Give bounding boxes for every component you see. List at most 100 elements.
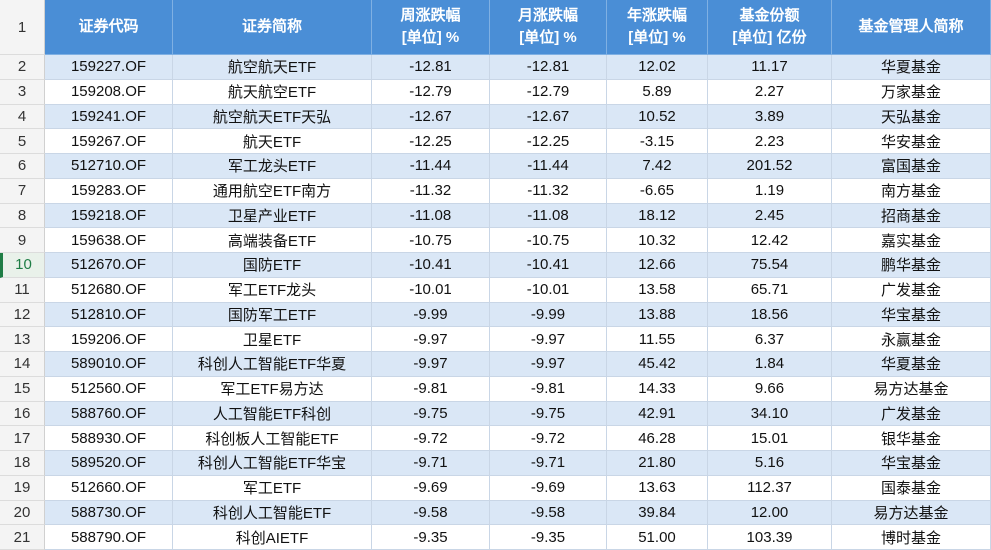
row-number: 1 <box>0 0 45 55</box>
header-unit: [单位] % <box>401 29 460 46</box>
table-cell: -9.35 <box>372 525 490 550</box>
table-cell: -9.97 <box>372 352 490 377</box>
table-cell: 6.37 <box>708 327 832 352</box>
header-unit: [单位] % <box>519 29 577 46</box>
table-cell: -9.81 <box>490 376 607 402</box>
table-cell: 12.00 <box>708 500 832 526</box>
row-number: 12 <box>0 302 45 328</box>
header-title: 月涨跌幅 <box>517 7 578 24</box>
table-cell: 2.27 <box>708 79 832 105</box>
table-cell: 13.88 <box>607 302 708 328</box>
row-number: 7 <box>0 178 45 204</box>
table-cell: 201.52 <box>708 154 832 179</box>
table-cell: 34.10 <box>708 401 832 427</box>
row-number: 11 <box>0 277 45 303</box>
table-cell: 588930.OF <box>45 426 173 451</box>
row-number: 8 <box>0 203 45 229</box>
table-cell: -9.99 <box>490 302 607 328</box>
table-cell: 银华基金 <box>832 426 991 451</box>
column-header: 年涨跌幅 [单位] % <box>607 0 708 55</box>
row-number: 13 <box>0 327 45 352</box>
row-number: 3 <box>0 79 45 105</box>
header-unit: [单位] % <box>628 29 686 46</box>
table-cell: 卫星产业ETF <box>173 203 372 229</box>
table-cell: 华宝基金 <box>832 302 991 328</box>
table-cell: 1.19 <box>708 178 832 204</box>
table-cell: 159218.OF <box>45 203 173 229</box>
table-cell: 13.58 <box>607 277 708 303</box>
table-cell: 华宝基金 <box>832 451 991 476</box>
column-header: 基金管理人简称 <box>832 0 991 55</box>
table-cell: 科创人工智能ETF华宝 <box>173 451 372 476</box>
table-cell: 51.00 <box>607 525 708 550</box>
table-cell: 18.56 <box>708 302 832 328</box>
row-number: 9 <box>0 228 45 253</box>
table-cell: 13.63 <box>607 475 708 501</box>
table-cell: 华夏基金 <box>832 55 991 80</box>
column-header: 证券代码 <box>45 0 173 55</box>
table-cell: 10.32 <box>607 228 708 253</box>
row-number: 6 <box>0 154 45 179</box>
table-cell: 3.89 <box>708 104 832 130</box>
table-cell: 512560.OF <box>45 376 173 402</box>
row-number: 16 <box>0 401 45 427</box>
table-cell: -11.32 <box>490 178 607 204</box>
header-title: 基金管理人简称 <box>858 18 964 35</box>
table-cell: 国泰基金 <box>832 475 991 501</box>
table-cell: 永赢基金 <box>832 327 991 352</box>
table-cell: -6.65 <box>607 178 708 204</box>
table-cell: -9.58 <box>372 500 490 526</box>
table-cell: 159638.OF <box>45 228 173 253</box>
table-cell: -9.69 <box>490 475 607 501</box>
table-cell: 112.37 <box>708 475 832 501</box>
table-cell: 军工龙头ETF <box>173 154 372 179</box>
table-cell: -11.32 <box>372 178 490 204</box>
table-cell: 159227.OF <box>45 55 173 80</box>
table-cell: 159283.OF <box>45 178 173 204</box>
table-cell: -12.25 <box>490 129 607 154</box>
table-cell: -9.72 <box>490 426 607 451</box>
column-header: 周涨跌幅 [单位] % <box>372 0 490 55</box>
table-cell: 华夏基金 <box>832 352 991 377</box>
table-cell: -10.01 <box>372 277 490 303</box>
table-cell: 12.42 <box>708 228 832 253</box>
table-cell: -12.81 <box>372 55 490 80</box>
table-cell: 航天航空ETF <box>173 79 372 105</box>
table-cell: 10.52 <box>607 104 708 130</box>
table-cell: 18.12 <box>607 203 708 229</box>
table-cell: -9.71 <box>372 451 490 476</box>
table-cell: -11.08 <box>372 203 490 229</box>
table-cell: -10.41 <box>372 253 490 278</box>
table-cell: 招商基金 <box>832 203 991 229</box>
table-cell: 5.16 <box>708 451 832 476</box>
table-cell: 9.66 <box>708 376 832 402</box>
table-cell: 通用航空ETF南方 <box>173 178 372 204</box>
row-number: 5 <box>0 129 45 154</box>
table-cell: -11.08 <box>490 203 607 229</box>
table-cell: -10.75 <box>372 228 490 253</box>
table-cell: 广发基金 <box>832 401 991 427</box>
table-cell: 航天ETF <box>173 129 372 154</box>
table-cell: 512710.OF <box>45 154 173 179</box>
table-cell: 高端装备ETF <box>173 228 372 253</box>
table-cell: 万家基金 <box>832 79 991 105</box>
table-cell: 1.84 <box>708 352 832 377</box>
table-cell: 15.01 <box>708 426 832 451</box>
table-cell: -9.81 <box>372 376 490 402</box>
table-cell: 2.23 <box>708 129 832 154</box>
table-cell: -9.97 <box>490 327 607 352</box>
table-cell: 国防军工ETF <box>173 302 372 328</box>
row-number: 4 <box>0 104 45 130</box>
table-cell: 科创AIETF <box>173 525 372 550</box>
table-cell: 589010.OF <box>45 352 173 377</box>
table-cell: 军工ETF <box>173 475 372 501</box>
row-number: 19 <box>0 475 45 501</box>
row-number: 10 <box>0 253 45 278</box>
table-cell: -12.79 <box>490 79 607 105</box>
header-title: 周涨跌幅 <box>400 7 461 24</box>
column-header: 月涨跌幅 [单位] % <box>490 0 607 55</box>
table-cell: -10.41 <box>490 253 607 278</box>
table-cell: 42.91 <box>607 401 708 427</box>
table-cell: 博时基金 <box>832 525 991 550</box>
